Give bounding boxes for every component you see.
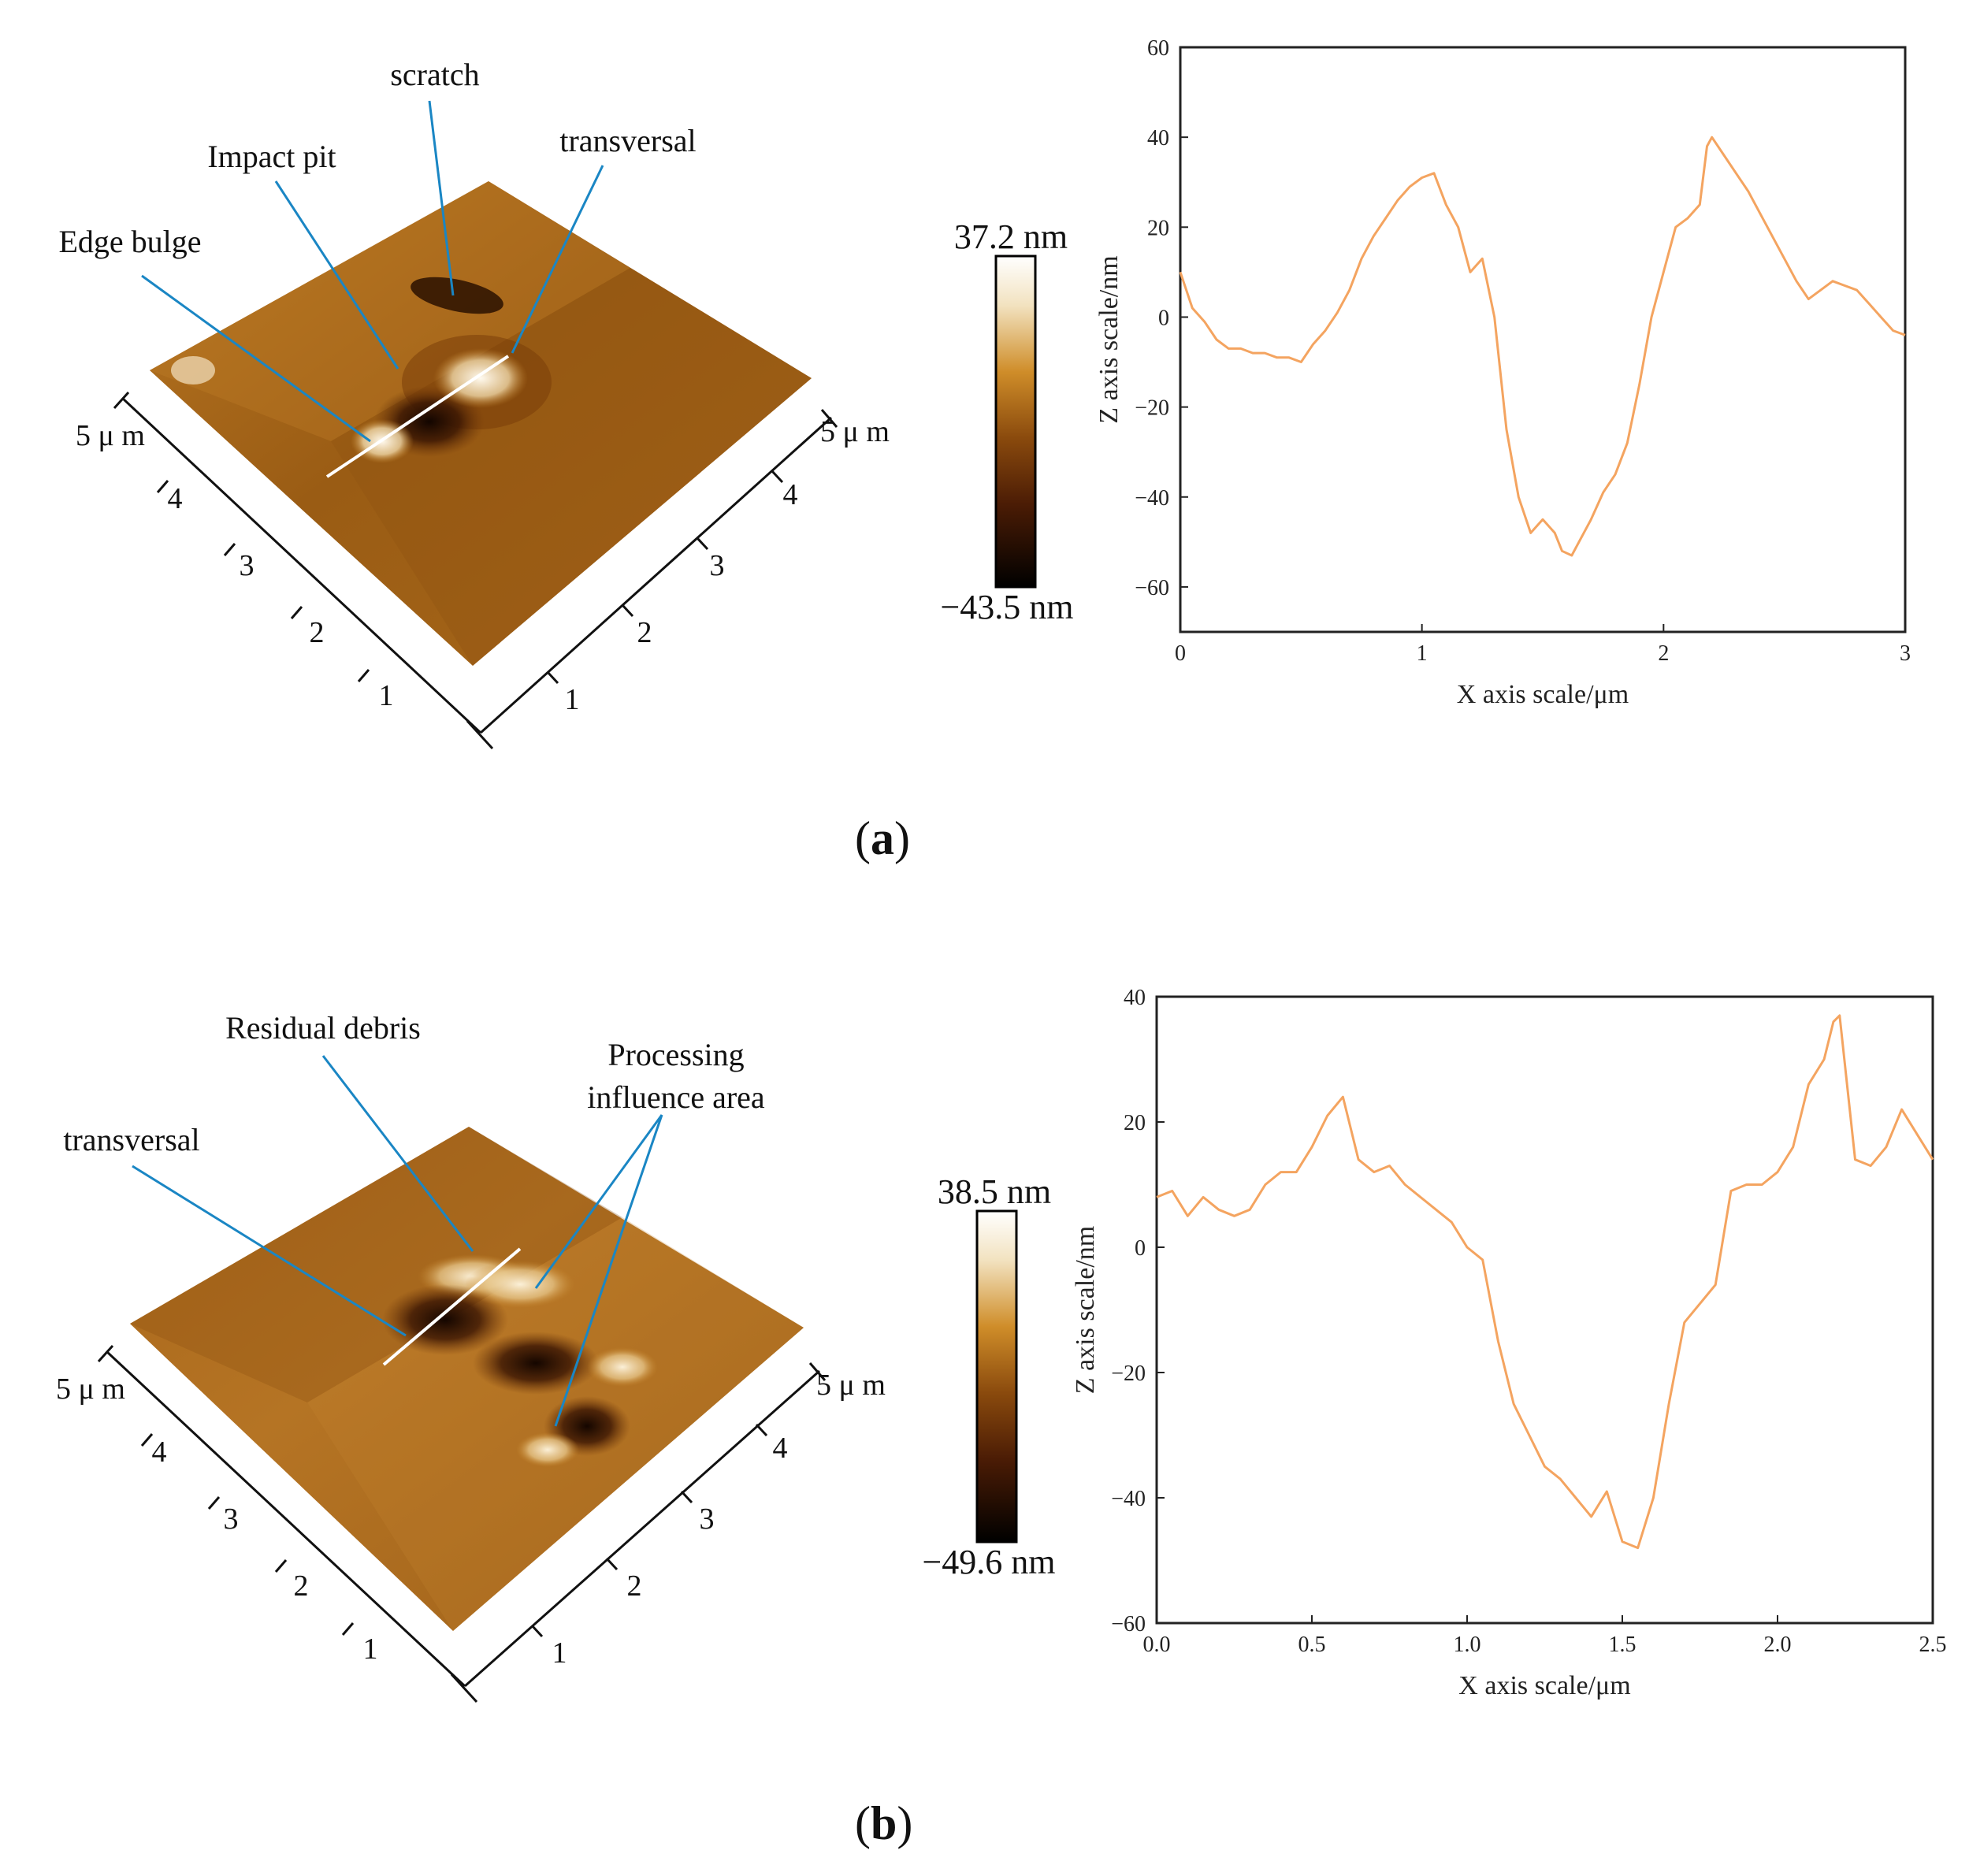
figure-panel-b: transversal Residual debris Processing i… (0, 938, 1969, 1876)
annotation-transversal: transversal (63, 1122, 199, 1157)
panel-b-canvas: transversal Residual debris Processing i… (56, 986, 1947, 1703)
y-tick-label: −20 (1111, 1361, 1146, 1386)
annotation-leaders-a (141, 100, 604, 443)
x-tick-label: 0.0 (1143, 1633, 1171, 1657)
x-tick-label: 2.5 (1919, 1633, 1947, 1657)
annotation-processing: Processing (607, 1037, 744, 1072)
axis-left-tick: 3 (224, 1503, 239, 1536)
y-tick-label: 0 (1135, 1236, 1146, 1261)
y-tick-label: 60 (1147, 36, 1169, 61)
y-tick-label: −40 (1111, 1487, 1146, 1511)
annotation-edge-bulge: Edge bulge (58, 224, 201, 259)
axis-right-tick: 3 (700, 1503, 715, 1536)
x-tick-label: 2 (1658, 641, 1669, 666)
profile-chart-b: 0.0 0.5 1.0 1.5 2.0 2.5 −60 −40 −20 0 20 40 X axis s… (1071, 986, 1947, 1700)
axis-right-tick: 4 (783, 478, 798, 511)
afm-surface-plane (130, 1127, 804, 1631)
annotation-impact-pit: Impact pit (207, 139, 336, 174)
annotation-residual-debris: Residual debris (225, 1010, 421, 1046)
axis-left-tick: 4 (152, 1436, 167, 1469)
x-tick-label: 2.0 (1764, 1633, 1792, 1657)
edge-bulge-feature (433, 348, 528, 408)
profile-series-line (1156, 1014, 1934, 1550)
annotation-leaders-b (132, 1055, 663, 1427)
residual-debris-feature (465, 1261, 575, 1308)
figure-panel-a: Edge bulge Impact pit scratch transversa… (58, 36, 1911, 864)
x-tick-label: 0.5 (1298, 1633, 1326, 1657)
colorbar-b: 38.5 nm −49.6 nm (922, 1172, 1055, 1581)
axis-right-tick: 1 (552, 1636, 567, 1670)
axis-right-unit-label: 5 μ m (816, 1369, 886, 1402)
colorbar-max-label: 38.5 nm (938, 1172, 1051, 1211)
plot-frame (1155, 995, 1934, 1625)
y-tick-label: −60 (1135, 576, 1169, 600)
colorbar-a: 37.2 nm −43.5 nm (940, 217, 1073, 626)
colorbar-min-label: −49.6 nm (922, 1543, 1055, 1581)
axis-right-tick: 2 (627, 1570, 642, 1603)
axis-right-tick: 4 (773, 1432, 788, 1465)
axis-right-tick: 2 (637, 616, 652, 649)
transversal-line (325, 355, 510, 478)
afm-surface-b (130, 1127, 804, 1631)
axis-left-unit-label: 5 μ m (56, 1373, 125, 1406)
annotation-influence-area: influence area (587, 1079, 765, 1115)
colorbar-gradient (994, 254, 1037, 589)
axis-right-tick: 3 (710, 549, 725, 582)
x-tick-label: 1.5 (1609, 1633, 1636, 1657)
afm-axes-b (97, 1344, 827, 1703)
x-tick-label: 3 (1900, 641, 1911, 666)
colorbar-min-label: −43.5 nm (940, 588, 1073, 626)
axis-left-tick: 1 (363, 1633, 378, 1666)
axis-left-unit-label: 5 μ m (76, 419, 145, 452)
y-tick-label: −60 (1111, 1612, 1146, 1636)
axis-left-tick: 1 (379, 679, 394, 712)
afm-surface-a (150, 181, 812, 666)
colorbar-gradient (975, 1209, 1018, 1544)
profile-chart-a: 0 1 2 3 −60 −40 −20 0 20 40 60 X axis scale/μm Z axi… (1094, 36, 1911, 709)
y-tick-label: 40 (1124, 986, 1146, 1010)
axis-left-tick: 3 (240, 549, 254, 582)
transversal-line (382, 1247, 522, 1366)
colorbar-max-label: 37.2 nm (954, 217, 1068, 256)
axis-left-tick: 2 (310, 616, 325, 649)
x-tick-label: 1 (1417, 641, 1428, 666)
panel-label-b: (b) (855, 1797, 913, 1849)
y-tick-label: −20 (1135, 396, 1169, 421)
afm-axes-a (113, 391, 838, 750)
annotation-transversal: transversal (559, 123, 696, 158)
axis-left-tick: 4 (168, 482, 183, 515)
x-axis-title: X axis scale/μm (1457, 680, 1629, 709)
x-tick-label: 0 (1175, 641, 1186, 666)
x-tick-label: 1.0 (1454, 1633, 1481, 1657)
y-tick-label: −40 (1135, 486, 1169, 511)
axis-right-unit-label: 5 μ m (820, 415, 890, 448)
y-tick-label: 20 (1124, 1111, 1146, 1135)
y-axis-title: Z axis scale/nm (1071, 1226, 1100, 1394)
scratch-feature (411, 277, 503, 314)
profile-series-line (1179, 136, 1906, 557)
y-tick-label: 0 (1158, 306, 1169, 330)
y-tick-label: 40 (1147, 126, 1169, 150)
axis-right-tick: 1 (565, 683, 580, 716)
panel-label-a: (a) (855, 812, 910, 864)
panel-a-canvas: Edge bulge Impact pit scratch transversa… (58, 36, 1911, 750)
y-axis-title: Z axis scale/nm (1094, 255, 1124, 423)
plot-frame (1179, 46, 1907, 633)
axis-left-tick: 2 (294, 1570, 309, 1603)
annotation-scratch: scratch (390, 57, 479, 92)
y-tick-label: 20 (1147, 216, 1169, 240)
x-axis-title: X axis scale/μm (1458, 1671, 1630, 1700)
